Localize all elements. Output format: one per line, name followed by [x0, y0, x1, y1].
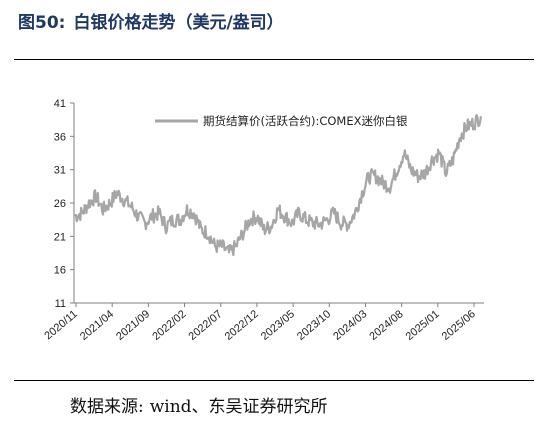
- x-tick-label: 2020/11: [42, 308, 80, 342]
- y-axis-ticks: 11 16 21 26 31 36 41: [54, 98, 74, 310]
- figure-number: 图50:: [18, 13, 66, 33]
- x-tick-label: 2023/05: [259, 308, 297, 343]
- chart-axes: [73, 103, 484, 304]
- x-tick-label: 2021/04: [78, 308, 116, 343]
- source-text: wind、东吴证券研究所: [149, 397, 328, 417]
- legend-label: 期货结算价(活跃合约):COMEX迷你白银: [203, 114, 408, 128]
- figure-title-text: 白银价格走势（美元/盎司）: [73, 13, 284, 33]
- x-tick-label: 2025/06: [440, 308, 478, 343]
- x-tick-label: 2023/10: [295, 308, 333, 343]
- x-tick-label: 2021/09: [114, 308, 152, 343]
- source-label: 数据来源:: [70, 397, 144, 417]
- x-tick-label: 2022/02: [150, 308, 188, 343]
- bottom-rule: [14, 380, 534, 381]
- y-tick-label: 36: [54, 131, 66, 143]
- y-tick-label: 11: [55, 298, 66, 310]
- series-line-silver-price: [74, 114, 483, 257]
- y-tick-label: 31: [54, 165, 66, 177]
- x-tick-label: 2022/07: [186, 308, 224, 343]
- x-tick-label: 2024/08: [367, 308, 405, 343]
- y-tick-label: 21: [54, 231, 66, 243]
- x-tick-label: 2022/12: [223, 308, 261, 343]
- y-tick-label: 41: [54, 98, 66, 110]
- top-rule: [14, 59, 534, 60]
- x-tick-label: 2024/03: [331, 308, 369, 343]
- source-note: 数据来源: wind、东吴证券研究所: [70, 392, 328, 417]
- x-tick-label: 2025/01: [404, 308, 442, 343]
- y-tick-label: 26: [54, 198, 66, 210]
- chart-series: [74, 114, 483, 257]
- figure-title: 图50: 白银价格走势（美元/盎司）: [18, 8, 284, 33]
- y-tick-label: 16: [54, 265, 66, 277]
- x-axis-ticks: 2020/112021/042021/092022/022022/072022/…: [42, 303, 478, 343]
- chart-legend: 期货结算价(活跃合约):COMEX迷你白银: [155, 114, 408, 128]
